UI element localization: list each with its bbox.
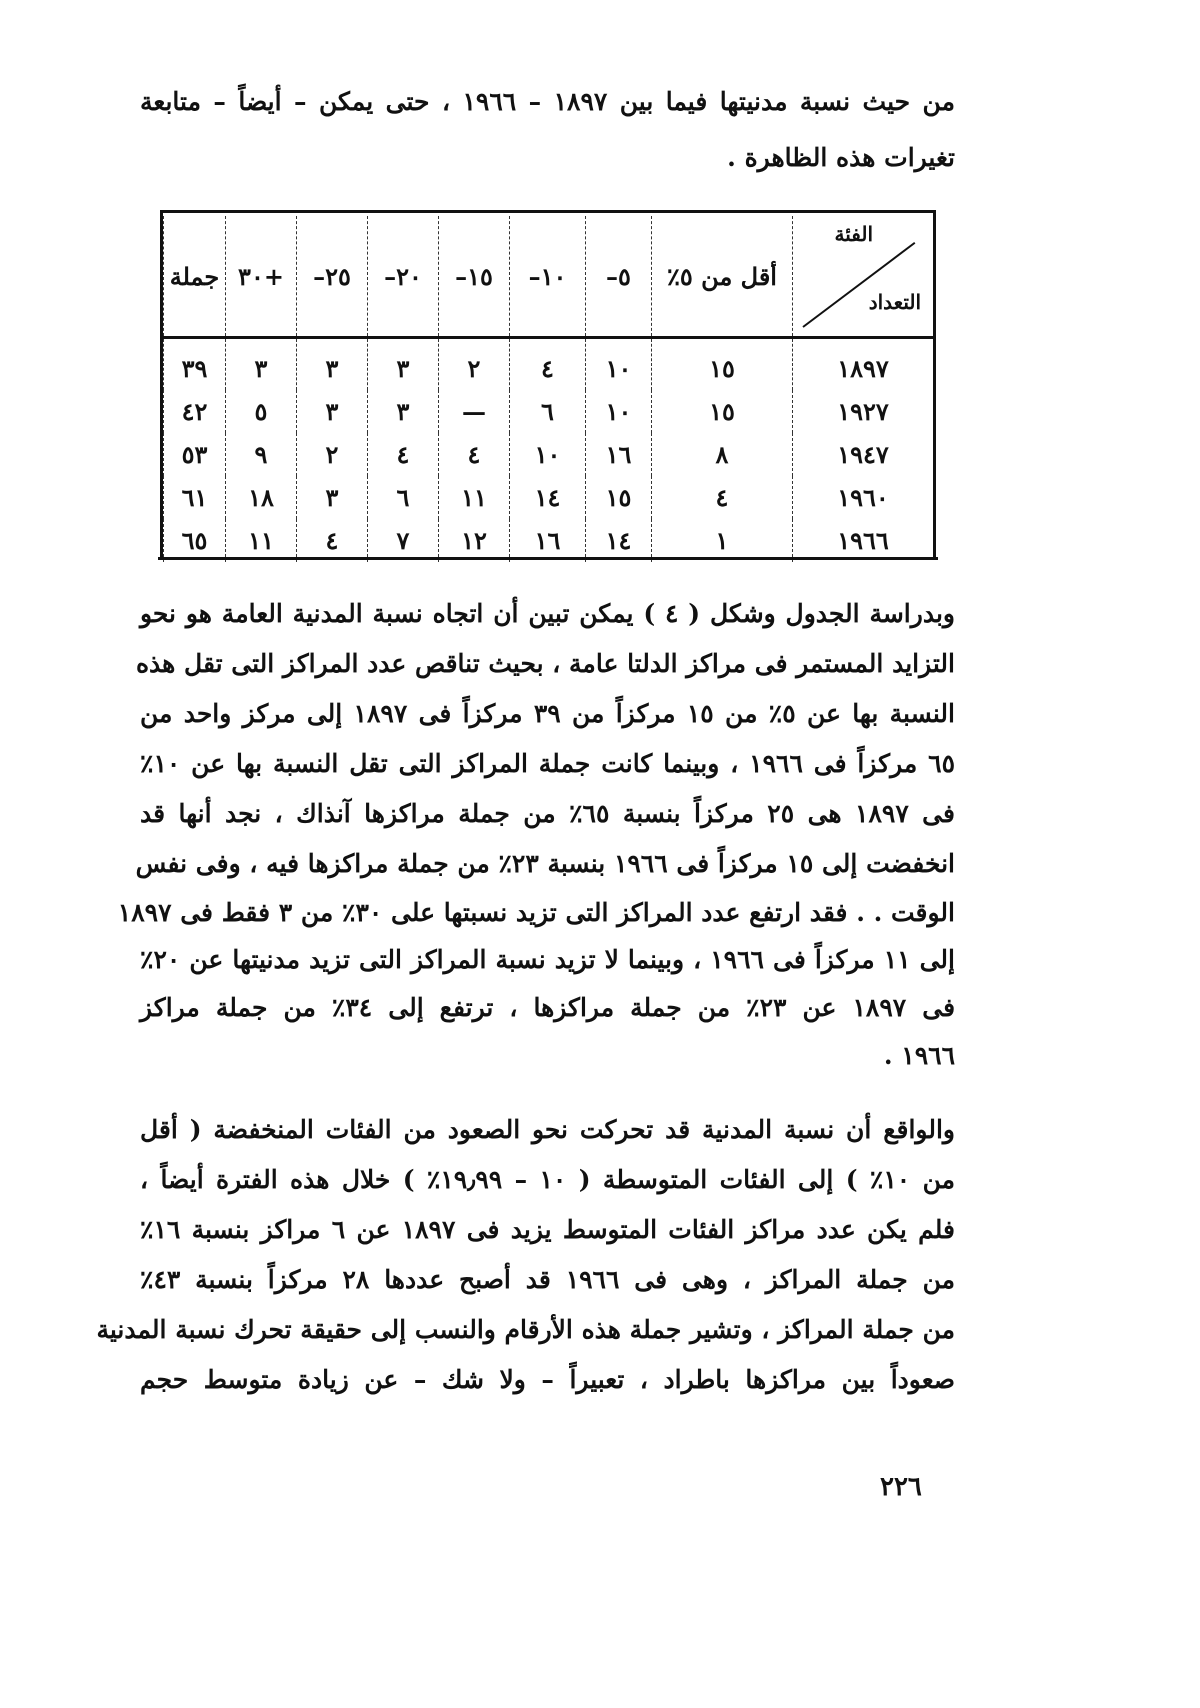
total-cell: ٦١ bbox=[163, 476, 226, 519]
cell: ١ bbox=[651, 519, 793, 562]
cell: ١٥ bbox=[651, 390, 793, 433]
category-label: الفئة bbox=[834, 222, 873, 246]
cell: ١٠ bbox=[509, 433, 586, 476]
text-line: من ١٠٪ ) إلى الفئات المتوسطة ( ١٠ – ١٩٫٩… bbox=[140, 1165, 955, 1194]
cell: ٤ bbox=[651, 476, 793, 519]
text-line: تغيرات هذه الظاهرة . bbox=[727, 143, 955, 172]
column-header: ٢٥– bbox=[296, 216, 368, 339]
text-line: وبدراسة الجدول وشكل ( ٤ ) يمكن تبين أن ا… bbox=[140, 599, 955, 628]
table-top-rule bbox=[163, 210, 933, 213]
table-row: ١٩٢٧ ١٥ ١٠ ٦ — ٣ ٣ ٥ ٤٢ bbox=[163, 390, 933, 433]
text-line: صعوداً بين مراكزها باطراد ، تعبيراً – ول… bbox=[140, 1365, 955, 1394]
year-cell: ١٩٦٦ bbox=[792, 519, 933, 562]
year-cell: ١٩٤٧ bbox=[792, 433, 933, 476]
text-line: التزايد المستمر فى مراكز الدلتا عامة ، ب… bbox=[135, 649, 955, 678]
table-bottom-rule bbox=[158, 557, 938, 560]
cell: — bbox=[438, 390, 510, 433]
cell: ٦ bbox=[509, 390, 586, 433]
cell: ٤ bbox=[438, 433, 510, 476]
column-header: +٣٠ bbox=[225, 216, 297, 339]
column-header: ٢٠– bbox=[367, 216, 439, 339]
cell: ٨ bbox=[651, 433, 793, 476]
cell: ١١ bbox=[225, 519, 297, 562]
table-row: ١٨٩٧ ١٥ ١٠ ٤ ٢ ٣ ٣ ٣ ٣٩ bbox=[163, 337, 933, 390]
cell: ٢ bbox=[296, 433, 368, 476]
text-line: من حيث نسبة مدنيتها فيما بين ١٨٩٧ – ١٩٦٦… bbox=[140, 87, 955, 116]
cell: ١٨ bbox=[225, 476, 297, 519]
column-header: ١٠– bbox=[509, 216, 586, 339]
cell: ١٠ bbox=[585, 390, 652, 433]
table-row: ١٩٦٠ ٤ ١٥ ١٤ ١١ ٦ ٣ ١٨ ٦١ bbox=[163, 476, 933, 519]
corner-header: الفئة التعداد bbox=[792, 216, 933, 339]
cell: ٧ bbox=[367, 519, 439, 562]
text-line: والواقع أن نسبة المدنية قد تحركت نحو الص… bbox=[140, 1115, 955, 1144]
table-row: ١٩٦٦ ١ ١٤ ١٦ ١٢ ٧ ٤ ١١ ٦٥ bbox=[163, 519, 933, 562]
page-number: ٢٢٦ bbox=[880, 1472, 922, 1502]
total-cell: ٤٢ bbox=[163, 390, 226, 433]
text-line: فى ١٨٩٧ هى ٢٥ مركزاً بنسبة ٦٥٪ من جملة م… bbox=[140, 799, 955, 828]
cell: ٥ bbox=[225, 390, 297, 433]
cell: ٤ bbox=[509, 337, 586, 390]
cell: ١٤ bbox=[509, 476, 586, 519]
text-line: إلى ١١ مركزاً فى ١٩٦٦ ، وبينما لا تزيد ن… bbox=[140, 945, 955, 974]
cell: ٩ bbox=[225, 433, 297, 476]
total-cell: ٣٩ bbox=[163, 337, 226, 390]
cell: ١٠ bbox=[585, 337, 652, 390]
table-header-row: الفئة التعداد أقل من ٥٪ ٥– ١٠– ١٥– ٢٠– ٢… bbox=[163, 216, 933, 339]
cell: ٤ bbox=[367, 433, 439, 476]
text-line: من جملة المراكز ، وهى فى ١٩٦٦ قد أصبح عد… bbox=[140, 1265, 955, 1294]
diagonal-divider bbox=[802, 241, 916, 328]
text-line: الوقت . . فقد ارتفع عدد المراكز التى تزي… bbox=[117, 898, 955, 927]
data-table: الفئة التعداد أقل من ٥٪ ٥– ١٠– ١٥– ٢٠– ٢… bbox=[158, 210, 938, 562]
cell: ١٤ bbox=[585, 519, 652, 562]
cell: ١١ bbox=[438, 476, 510, 519]
cell: ٣ bbox=[296, 337, 368, 390]
cell: ٣ bbox=[225, 337, 297, 390]
text-line: من جملة المراكز ، وتشير جملة هذه الأرقام… bbox=[96, 1315, 955, 1344]
cell: ٤ bbox=[296, 519, 368, 562]
year-cell: ١٩٦٠ bbox=[792, 476, 933, 519]
cell: ٦ bbox=[367, 476, 439, 519]
cell: ١٦ bbox=[585, 433, 652, 476]
text-line: فى ١٨٩٧ عن ٢٣٪ من جملة مراكزها ، ترتفع إ… bbox=[140, 993, 956, 1022]
year-cell: ١٩٢٧ bbox=[792, 390, 933, 433]
text-line: ٦٥ مركزاً فى ١٩٦٦ ، وبينما كانت جملة الم… bbox=[140, 749, 955, 778]
cell: ٣ bbox=[296, 390, 368, 433]
text-line: ١٩٦٦ . bbox=[883, 1041, 955, 1070]
year-cell: ١٨٩٧ bbox=[792, 337, 933, 390]
table-row: ١٩٤٧ ٨ ١٦ ١٠ ٤ ٤ ٢ ٩ ٥٣ bbox=[163, 433, 933, 476]
text-line: النسبة بها عن ٥٪ من ١٥ مركزاً من ٣٩ مركز… bbox=[140, 699, 955, 728]
cell: ١٢ bbox=[438, 519, 510, 562]
column-header: ٥– bbox=[585, 216, 652, 339]
column-header: جملة bbox=[163, 216, 226, 339]
text-line: فلم يكن عدد مراكز الفئات المتوسط يزيد فى… bbox=[140, 1215, 955, 1244]
cell: ٣ bbox=[296, 476, 368, 519]
column-header: أقل من ٥٪ bbox=[651, 216, 793, 339]
cell: ١٥ bbox=[585, 476, 652, 519]
cell: ٢ bbox=[438, 337, 510, 390]
cell: ٣ bbox=[367, 337, 439, 390]
total-cell: ٥٣ bbox=[163, 433, 226, 476]
total-cell: ٦٥ bbox=[163, 519, 226, 562]
column-header: ١٥– bbox=[438, 216, 510, 339]
cell: ٣ bbox=[367, 390, 439, 433]
cell: ١٥ bbox=[651, 337, 793, 390]
cell: ١٦ bbox=[509, 519, 586, 562]
text-line: انخفضت إلى ١٥ مركزاً فى ١٩٦٦ بنسبة ٢٣٪ م… bbox=[135, 849, 955, 878]
census-label: التعداد bbox=[868, 290, 921, 314]
